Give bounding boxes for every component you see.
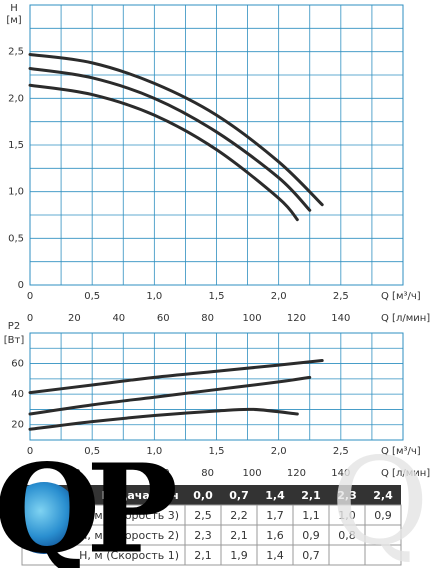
x2-tick-label: 140 bbox=[331, 468, 350, 479]
x2-tick-label: 0 bbox=[27, 468, 33, 479]
y-axis-unit: [м] bbox=[6, 15, 21, 26]
y-tick-label: 0 bbox=[18, 280, 24, 291]
x2-tick-label: 60 bbox=[157, 313, 170, 324]
charts: 0 0,5 1,0 1,5 2,0 2,5 0 20 40 60 80 100 120 140 0 0,5 1,… bbox=[4, 3, 431, 479]
table-header-cell: 0,7 bbox=[229, 489, 249, 502]
table-cell: 1,4 bbox=[266, 549, 284, 562]
y-tick-label: 0,5 bbox=[8, 233, 24, 244]
table-header-bg bbox=[22, 485, 401, 505]
table-row-bg bbox=[21, 544, 402, 566]
y-axis-label: H bbox=[10, 3, 18, 14]
x2-tick-label: 40 bbox=[112, 468, 125, 479]
x-tick-label: 2,0 bbox=[271, 291, 287, 302]
curve bbox=[28, 359, 324, 395]
table-cell: 1,6 bbox=[266, 529, 284, 542]
spec-table: Подача м³/ч 0,0 0,7 1,4 2,1 2,3 2,4 Н, м (Скоро… bbox=[21, 485, 402, 566]
curve bbox=[28, 407, 299, 431]
x-tick-label: 1,5 bbox=[209, 446, 225, 457]
x2-tick-label: 100 bbox=[242, 468, 261, 479]
table-header-cell: 2,3 bbox=[337, 489, 357, 502]
x-tick-label: 2,5 bbox=[333, 291, 349, 302]
x2-tick-label: 120 bbox=[287, 313, 306, 324]
x2-tick-label: 60 bbox=[157, 468, 170, 479]
x2-tick-label: 0 bbox=[27, 313, 33, 324]
y-tick-label: 60 bbox=[11, 359, 24, 370]
table-cell: 1,0 bbox=[338, 509, 356, 522]
table-cell: 2,1 bbox=[194, 549, 212, 562]
x2-tick-label: 120 bbox=[287, 468, 306, 479]
y-axis-unit: [Вт] bbox=[4, 335, 25, 346]
x2-tick-label: 20 bbox=[68, 468, 81, 479]
logo: QP bbox=[0, 437, 189, 568]
y-tick-label: 1,0 bbox=[8, 187, 24, 198]
watermark: QP bbox=[330, 433, 433, 568]
y-tick-label: 1,5 bbox=[8, 140, 24, 151]
table-cell: 1,7 bbox=[266, 509, 284, 522]
table-cell: 2,5 bbox=[194, 509, 212, 522]
x2-tick-label: 80 bbox=[201, 313, 214, 324]
table-cell: 1,1 bbox=[302, 509, 320, 522]
x-tick-label: 1,5 bbox=[209, 291, 225, 302]
y-tick-label: 20 bbox=[11, 420, 24, 431]
table-cell: 0,9 bbox=[302, 529, 320, 542]
x-tick-label: 1,0 bbox=[146, 291, 162, 302]
y-tick-label: 40 bbox=[11, 389, 24, 400]
x-tick-label: 1,0 bbox=[146, 446, 162, 457]
x-axis-label: Q [м³/ч] bbox=[381, 446, 421, 457]
x-tick-label: 0,5 bbox=[84, 446, 100, 457]
x2-axis-label: Q [л/мин] bbox=[381, 468, 430, 479]
table-header-cell: 2,4 bbox=[373, 489, 393, 502]
x2-tick-label: 140 bbox=[331, 313, 350, 324]
chart: 0 0,5 1,0 1,5 2,0 2,5 0 20 40 60 80 100 120 140 20 40 60… bbox=[4, 321, 431, 479]
x-tick-label: 0 bbox=[27, 446, 33, 457]
table-cell: 2,3 bbox=[194, 529, 212, 542]
table-cell: Н, м (Скорость 3) bbox=[79, 509, 179, 522]
table-cell: 2,1 bbox=[230, 529, 248, 542]
curve bbox=[28, 83, 299, 222]
curve bbox=[28, 375, 312, 416]
x-tick-label: 0,5 bbox=[84, 291, 100, 302]
x2-tick-label: 80 bbox=[201, 468, 214, 479]
y-tick-label: 2,5 bbox=[8, 47, 24, 58]
curve bbox=[28, 52, 324, 207]
chart: 0 0,5 1,0 1,5 2,0 2,5 0 20 40 60 80 100 120 140 0 0,5 1,… bbox=[6, 3, 430, 324]
curve bbox=[28, 66, 312, 212]
table-header-cell: 0,0 bbox=[193, 489, 213, 502]
table-header-cell: 1,4 bbox=[265, 489, 285, 502]
table-cell: 0,7 bbox=[302, 549, 320, 562]
table-cell: Н, м (Скорость 1) bbox=[79, 549, 179, 562]
table-header-cell: 2,1 bbox=[301, 489, 321, 502]
x2-tick-label: 20 bbox=[68, 313, 81, 324]
x-tick-label: 2,5 bbox=[333, 446, 349, 457]
table-cell: 1,9 bbox=[230, 549, 248, 562]
y-tick-label: 2,0 bbox=[8, 93, 24, 104]
table-cell: 0,8 bbox=[338, 529, 356, 542]
table-header-cell: Подача м³/ч bbox=[102, 489, 179, 502]
x2-tick-label: 100 bbox=[242, 313, 261, 324]
x2-axis-label: Q [л/мин] bbox=[381, 313, 430, 324]
table-cell: 2,2 bbox=[230, 509, 248, 522]
y-axis-label: P2 bbox=[8, 321, 20, 332]
table-cell: Н, м (Скорость 2) bbox=[79, 529, 179, 542]
logo-water bbox=[8, 482, 80, 554]
table-cell: 0,9 bbox=[374, 509, 392, 522]
x2-tick-label: 40 bbox=[112, 313, 125, 324]
logo-text: QP bbox=[0, 437, 175, 568]
x-axis-label: Q [м³/ч] bbox=[381, 291, 421, 302]
x-tick-label: 2,0 bbox=[271, 446, 287, 457]
x-tick-label: 0 bbox=[27, 291, 33, 302]
